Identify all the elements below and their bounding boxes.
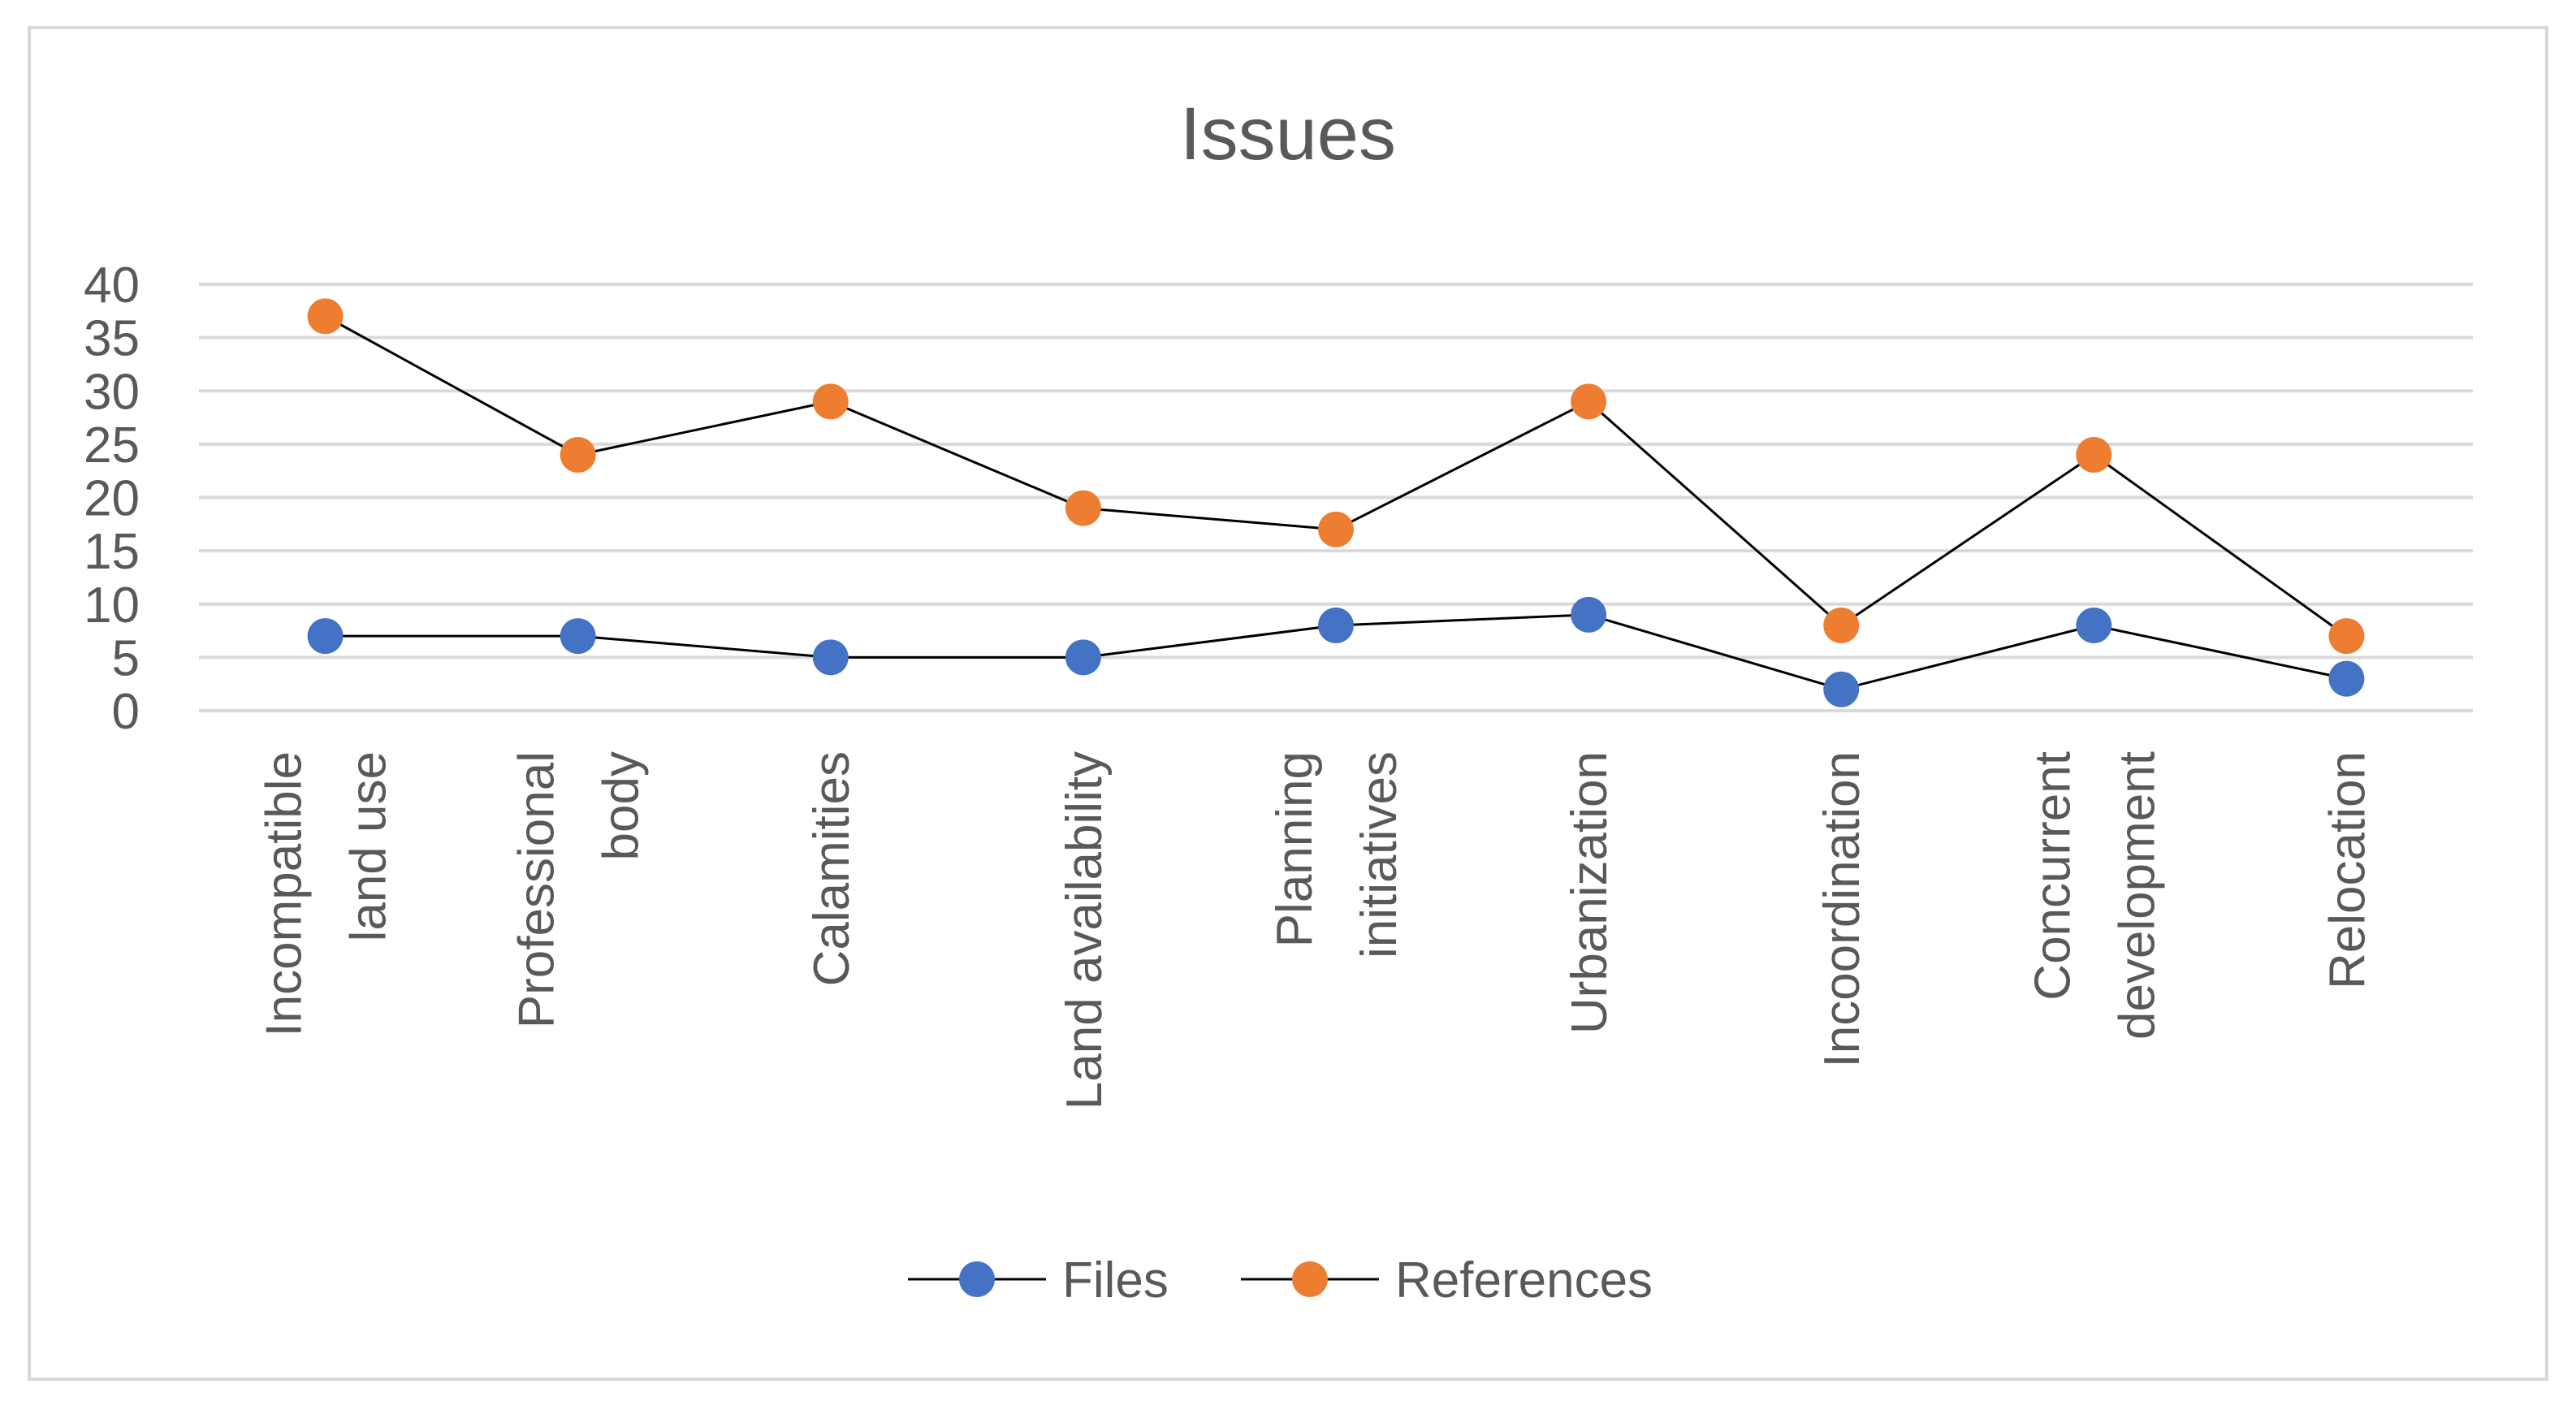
- data-point: [1823, 608, 1860, 643]
- x-tick-label: Concurrent: [2025, 751, 2081, 1001]
- x-tick-label: Incoordination: [1814, 751, 1870, 1068]
- data-point: [2328, 660, 2365, 697]
- y-tick-label: 35: [84, 311, 140, 367]
- data-point: [1065, 490, 1101, 526]
- series-layer: [307, 298, 2365, 707]
- y-tick-label: 10: [84, 577, 140, 634]
- x-tick-label: Calamities: [804, 751, 860, 986]
- y-tick-label: 15: [84, 524, 140, 580]
- data-point: [560, 618, 596, 655]
- data-point: [812, 383, 849, 420]
- y-tick-label: 0: [112, 684, 140, 740]
- y-tick-label: 25: [84, 417, 140, 474]
- x-tick-label: land use: [341, 751, 397, 941]
- data-point: [560, 437, 596, 473]
- chart-border: [28, 26, 2548, 1381]
- x-tick-label: body: [594, 751, 650, 860]
- data-point: [1823, 671, 1860, 707]
- data-point: [307, 618, 344, 655]
- x-tick-label: Planning: [1267, 751, 1323, 947]
- data-point: [1571, 596, 1607, 633]
- legend-marker: [1292, 1261, 1328, 1297]
- x-tick-label: Urbanization: [1562, 751, 1618, 1034]
- x-tick-label: development: [2109, 751, 2165, 1040]
- data-point: [812, 639, 849, 676]
- y-tick-label: 5: [112, 630, 140, 686]
- legend-marker: [959, 1261, 995, 1297]
- x-tick-label: Incompatible: [257, 751, 313, 1037]
- data-point: [1318, 511, 1354, 547]
- x-tick-label: Relocation: [2319, 751, 2375, 989]
- data-point: [1065, 639, 1101, 676]
- data-point: [2076, 608, 2112, 643]
- data-point: [307, 298, 344, 335]
- legend: Files References: [908, 1252, 1653, 1308]
- legend-item: Files: [908, 1252, 1169, 1308]
- chart-title: Issues: [1180, 93, 1396, 175]
- legend-label: References: [1395, 1252, 1653, 1308]
- x-tick-label: Land availability: [1057, 751, 1113, 1109]
- series-references: [307, 298, 2365, 655]
- series-files: [307, 596, 2365, 707]
- y-tick-label: 20: [84, 471, 140, 527]
- x-axis-tick-labels: Incompatible land use Professional body Cala…: [257, 751, 2376, 1109]
- data-point: [2076, 437, 2112, 473]
- legend-label: Files: [1062, 1252, 1169, 1308]
- x-tick-label: Professional: [509, 751, 565, 1028]
- x-tick-label: initiatives: [1351, 751, 1407, 958]
- legend-item: References: [1241, 1252, 1653, 1308]
- y-tick-label: 40: [84, 257, 140, 314]
- data-point: [1571, 383, 1607, 420]
- data-point: [1318, 608, 1354, 643]
- data-point: [2328, 618, 2365, 655]
- y-tick-label: 30: [84, 364, 140, 420]
